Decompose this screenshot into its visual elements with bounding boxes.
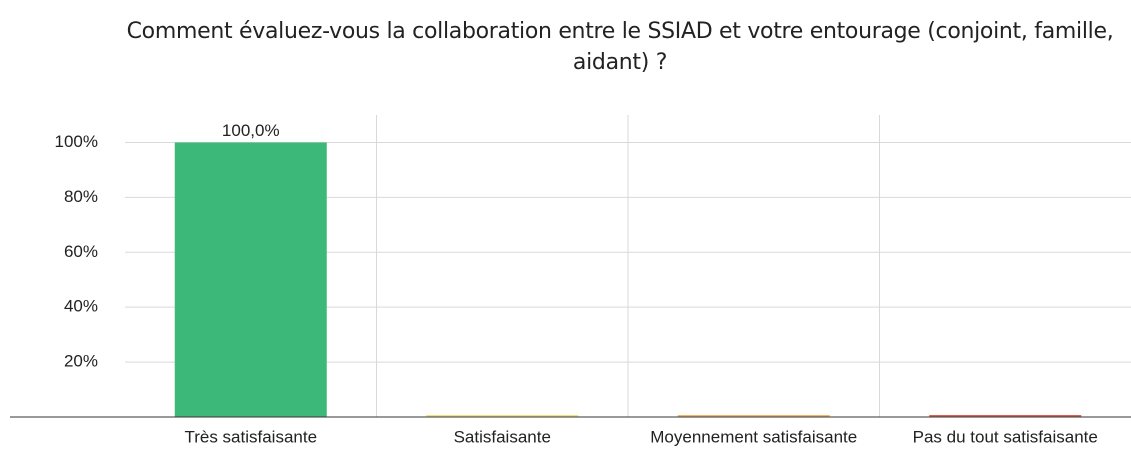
bar: [174, 142, 327, 418]
bar: [426, 415, 579, 417]
x-tick-label: Très satisfaisante: [184, 427, 317, 446]
y-tick-label: 20%: [64, 352, 98, 371]
y-tick-label: 100%: [55, 132, 98, 151]
y-tick-label: 80%: [64, 187, 98, 206]
value-label: 100,0%: [222, 121, 280, 140]
x-tick-label: Pas du tout satisfaisante: [913, 427, 1098, 446]
chart-title: Comment évaluez-vous la collaboration en…: [126, 19, 1114, 75]
y-tick-label: 60%: [64, 242, 98, 261]
y-tick-label: 40%: [64, 297, 98, 316]
x-tick-label: Moyennement satisfaisante: [650, 427, 857, 446]
bar: [929, 415, 1082, 417]
bar: [677, 415, 830, 417]
x-tick-label: Satisfaisante: [454, 427, 551, 446]
